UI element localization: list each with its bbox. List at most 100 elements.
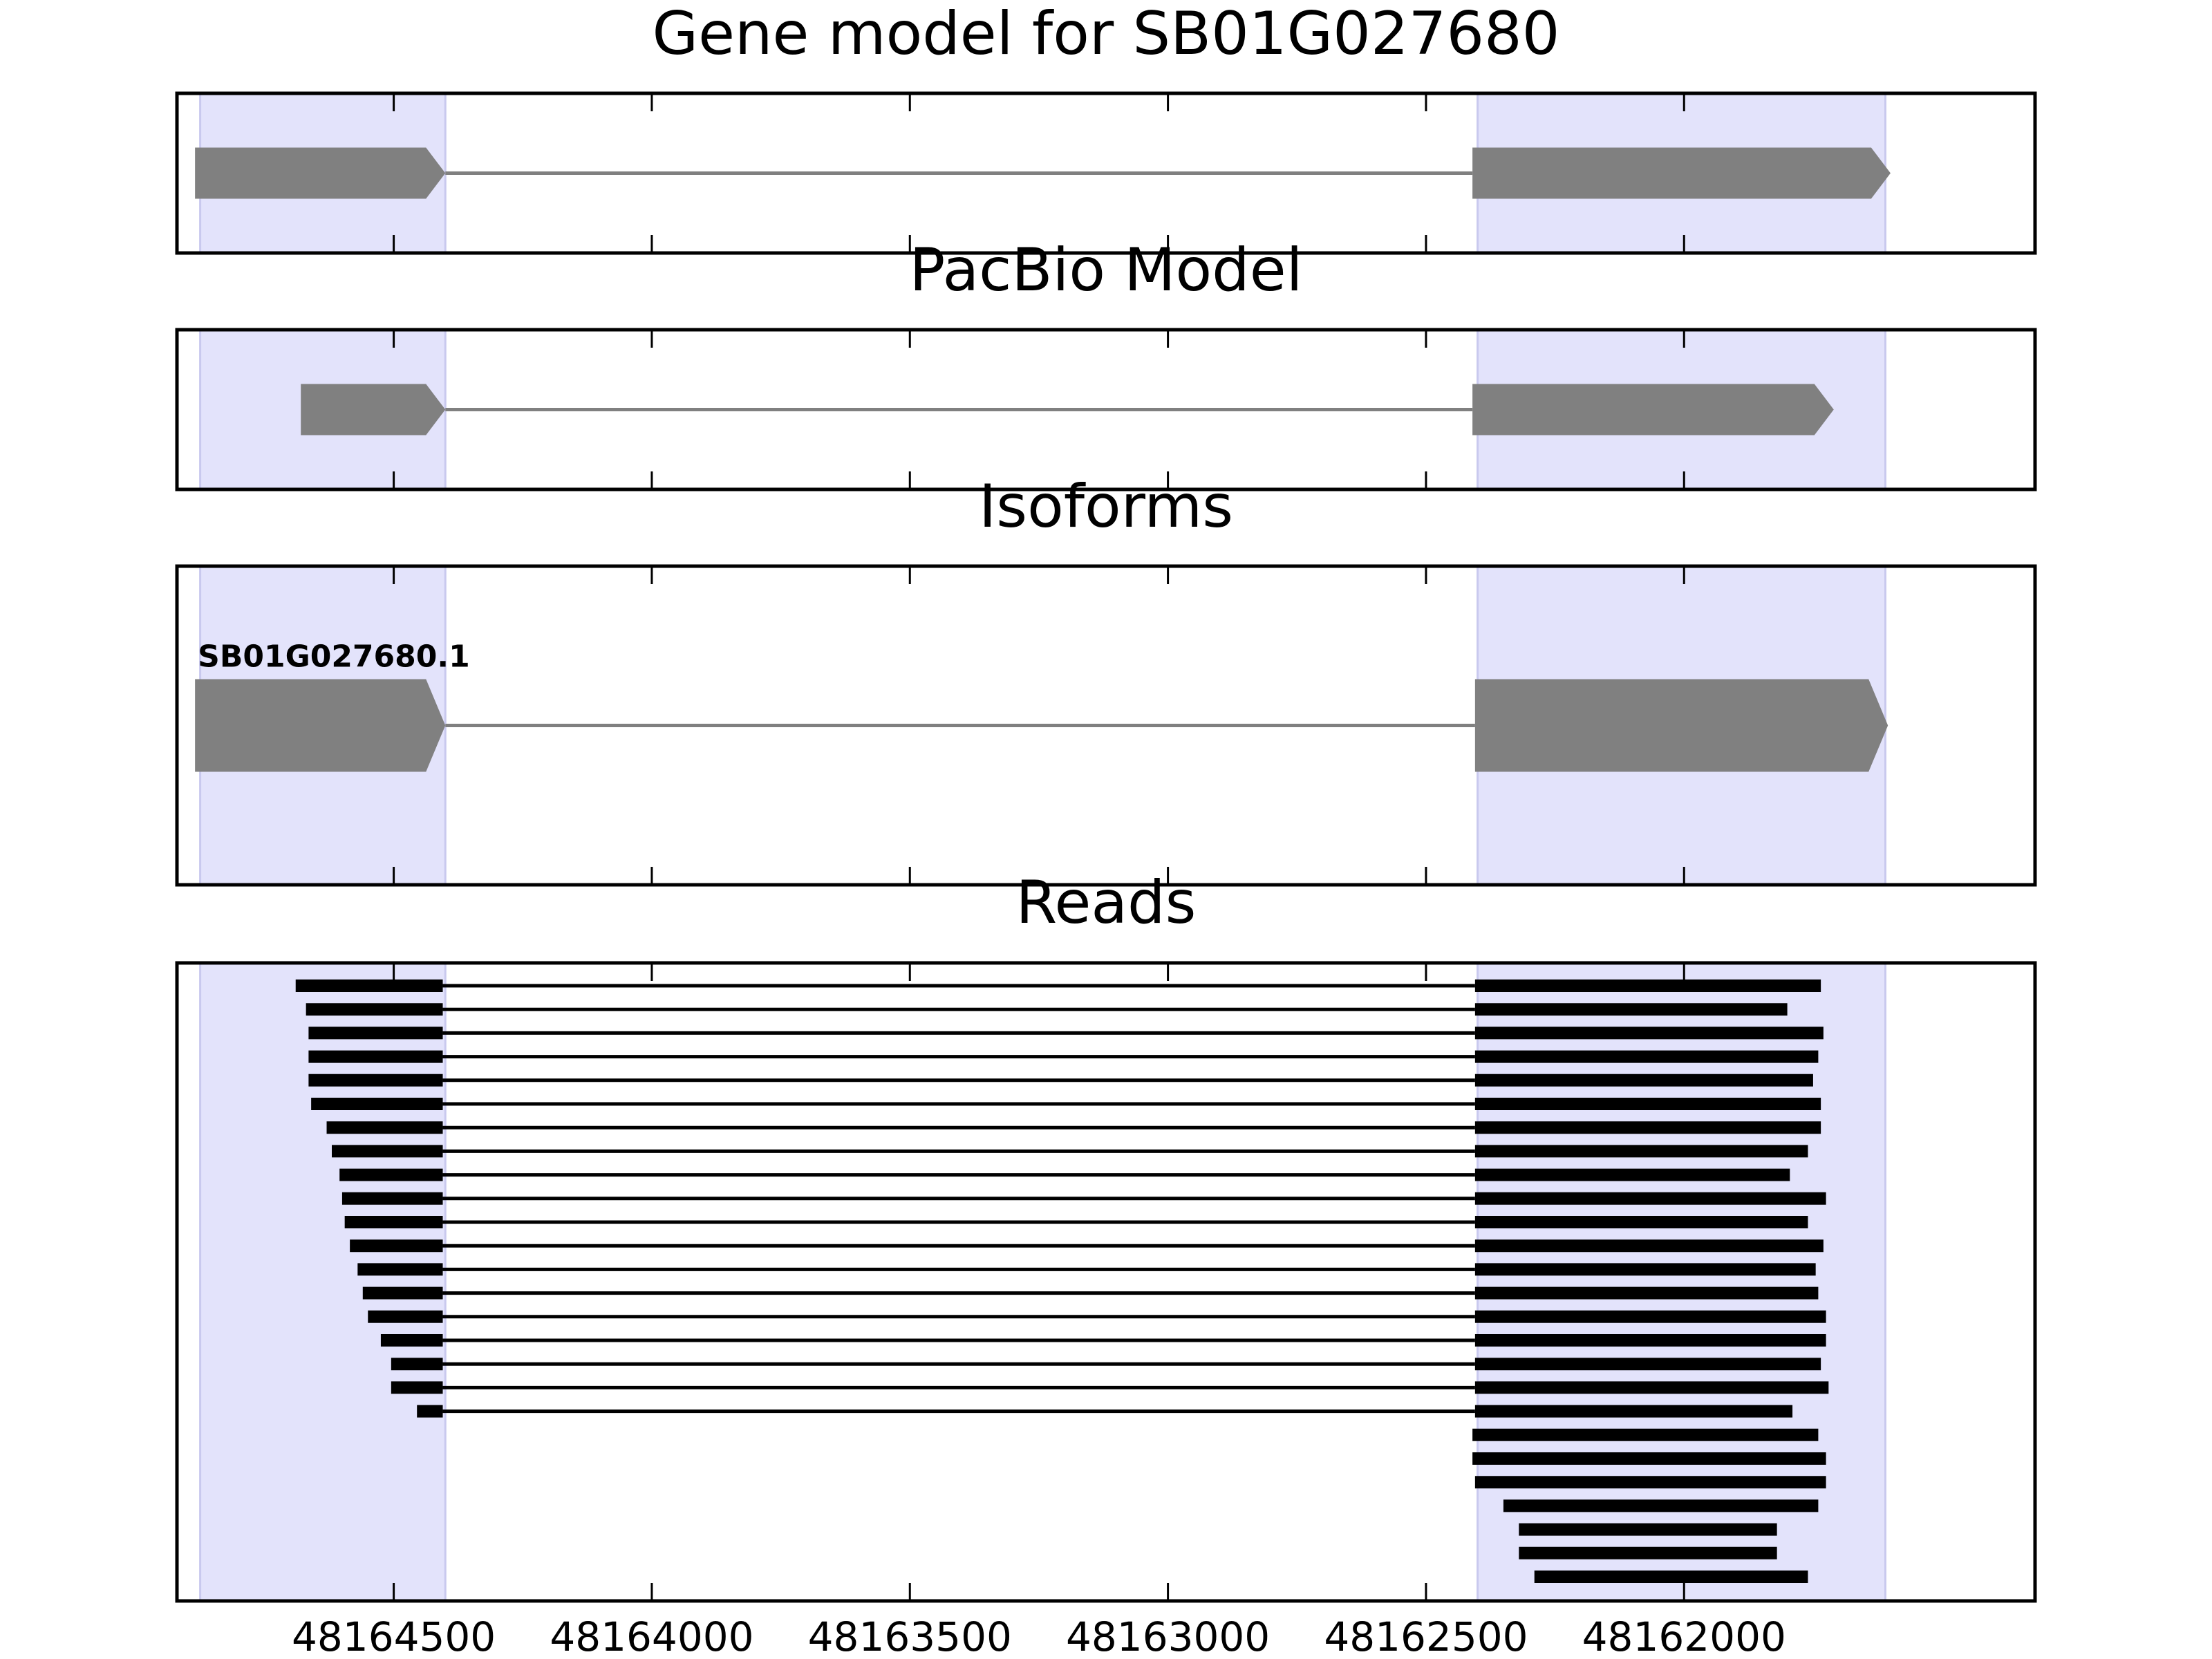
read bbox=[344, 1216, 1808, 1228]
x-tick-label: 48162500 bbox=[1324, 1613, 1528, 1659]
read-exon bbox=[1474, 1074, 1813, 1087]
read bbox=[350, 1239, 1824, 1253]
read bbox=[391, 1381, 1829, 1394]
read-exon bbox=[295, 980, 443, 992]
read bbox=[380, 1334, 1826, 1347]
x-tick-label: 48162000 bbox=[1582, 1613, 1786, 1659]
read-exon bbox=[391, 1358, 443, 1371]
read-exon bbox=[1474, 1168, 1790, 1181]
read-exon bbox=[1474, 1263, 1816, 1276]
panel-frame bbox=[175, 564, 2037, 887]
read bbox=[1472, 1428, 1819, 1441]
read-exon bbox=[417, 1405, 443, 1418]
read-exon bbox=[1474, 1027, 1824, 1040]
panel-frame bbox=[175, 91, 2037, 255]
read bbox=[295, 980, 1821, 992]
read-exon bbox=[357, 1263, 443, 1276]
panel-title: PacBio Model bbox=[909, 236, 1302, 305]
read-exon bbox=[1474, 1381, 1829, 1394]
read-exon bbox=[1503, 1499, 1819, 1512]
read-exon bbox=[1474, 1239, 1824, 1253]
read-exon bbox=[326, 1121, 443, 1134]
read bbox=[362, 1286, 1819, 1300]
read bbox=[308, 1050, 1819, 1063]
read-exon bbox=[1474, 1286, 1819, 1300]
read-exon bbox=[344, 1216, 443, 1228]
panel-pacbio-model: PacBio Model bbox=[175, 236, 2037, 491]
transcript-exon bbox=[1472, 147, 1891, 199]
read-exon bbox=[1474, 1192, 1826, 1205]
read-exon bbox=[1472, 1452, 1826, 1465]
read-exon bbox=[350, 1239, 443, 1253]
panel-isoforms: Isoforms SB01G027680.1 bbox=[175, 472, 2037, 887]
read bbox=[308, 1074, 1813, 1087]
read-exon bbox=[1519, 1523, 1777, 1536]
read-exon bbox=[308, 1027, 443, 1040]
x-tick-labels: 48164500 48164000 48163500 48163000 48162500… bbox=[292, 1613, 1786, 1659]
read bbox=[1519, 1523, 1777, 1536]
read-exon bbox=[380, 1334, 443, 1347]
highlight-region bbox=[1477, 962, 1886, 1602]
x-tick-label: 48164000 bbox=[550, 1613, 753, 1659]
highlight-region bbox=[199, 962, 447, 1602]
read-exon bbox=[1474, 1405, 1793, 1418]
x-tick-label: 48163000 bbox=[1066, 1613, 1270, 1659]
read-exon bbox=[1534, 1571, 1808, 1583]
read-exon bbox=[1474, 980, 1821, 992]
isoform-label: SB01G027680.1 bbox=[198, 639, 470, 675]
read-exon bbox=[391, 1381, 443, 1394]
panel-title: Gene model for SB01G027680 bbox=[653, 0, 1560, 68]
read-exon bbox=[1474, 1098, 1821, 1110]
read bbox=[306, 1003, 1788, 1016]
read bbox=[308, 1027, 1824, 1040]
read bbox=[391, 1358, 1821, 1371]
read bbox=[417, 1405, 1793, 1418]
read-exon bbox=[362, 1286, 443, 1300]
panel-title: Reads bbox=[1016, 868, 1197, 937]
panel-gene-model-for-sb01g027680: Gene model for SB01G027680 bbox=[175, 0, 2037, 255]
read bbox=[339, 1168, 1790, 1181]
read-exon bbox=[1519, 1546, 1777, 1559]
read-exon bbox=[1474, 1145, 1808, 1158]
transcript-exon bbox=[301, 384, 446, 435]
panel-frame bbox=[175, 961, 2037, 1603]
read bbox=[1519, 1546, 1777, 1559]
read-exon bbox=[368, 1310, 443, 1323]
read-exon bbox=[1474, 1003, 1788, 1016]
x-tick-label: 48163500 bbox=[808, 1613, 1012, 1659]
read bbox=[1534, 1571, 1808, 1583]
read-exon bbox=[308, 1050, 443, 1063]
read bbox=[1503, 1499, 1819, 1512]
read-exon bbox=[1474, 1050, 1819, 1063]
read-exon bbox=[339, 1168, 443, 1181]
read-exon bbox=[1474, 1334, 1826, 1347]
read bbox=[368, 1310, 1826, 1323]
read bbox=[1472, 1452, 1826, 1465]
read-exon bbox=[1474, 1216, 1808, 1228]
transcript-exon bbox=[1474, 679, 1888, 772]
read-exon bbox=[306, 1003, 443, 1016]
transcript-exon bbox=[1472, 384, 1834, 435]
read bbox=[341, 1192, 1826, 1205]
read-exon bbox=[1474, 1476, 1826, 1489]
read bbox=[357, 1263, 1816, 1276]
read bbox=[1474, 1476, 1826, 1489]
read bbox=[311, 1098, 1821, 1110]
read-exon bbox=[1474, 1358, 1821, 1371]
panel-title: Isoforms bbox=[979, 472, 1233, 541]
read-exon bbox=[1474, 1310, 1826, 1323]
transcript-exon bbox=[195, 147, 446, 199]
read-exon bbox=[332, 1145, 443, 1158]
read-exon bbox=[341, 1192, 443, 1205]
x-tick-label: 48164500 bbox=[292, 1613, 496, 1659]
read-exon bbox=[311, 1098, 443, 1110]
transcript-exon bbox=[195, 679, 446, 772]
read bbox=[332, 1145, 1808, 1158]
panel-frame bbox=[175, 328, 2037, 491]
read-exon bbox=[1474, 1121, 1821, 1134]
read-exon bbox=[1472, 1428, 1819, 1441]
read bbox=[326, 1121, 1821, 1134]
read-exon bbox=[308, 1074, 443, 1087]
panel-reads: Reads bbox=[175, 868, 2037, 1603]
